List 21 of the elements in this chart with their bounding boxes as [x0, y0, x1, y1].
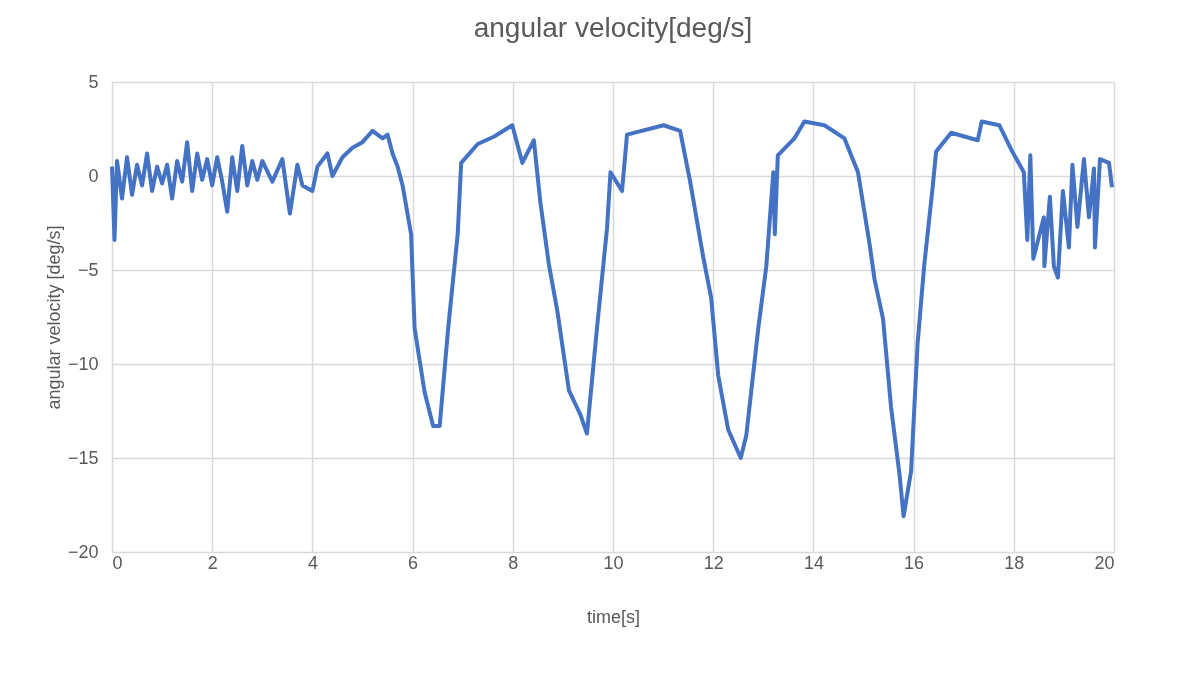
- x-tick-label: 20: [1094, 552, 1115, 573]
- y-tick-label: −10: [67, 353, 99, 374]
- chart-title: angular velocity[deg/s]: [473, 12, 753, 43]
- y-tick-label: 0: [88, 165, 99, 186]
- x-tick-label: 12: [703, 552, 724, 573]
- x-tick-label: 4: [307, 552, 318, 573]
- x-tick-label: 18: [1004, 552, 1025, 573]
- y-axis-title: angular velocity [deg/s]: [43, 225, 64, 410]
- x-tick-label: 14: [803, 552, 824, 573]
- x-tick-label: 16: [904, 552, 925, 573]
- line-series: [110, 119, 1114, 519]
- x-tick-label: 6: [408, 552, 419, 573]
- x-axis-title: time[s]: [586, 606, 641, 627]
- x-tick-label: 10: [603, 552, 624, 573]
- y-tick-label: −20: [67, 541, 99, 562]
- x-tick-label: 8: [508, 552, 519, 573]
- x-tick-label: 2: [207, 552, 218, 573]
- y-tick-label: −15: [67, 447, 99, 468]
- y-tick-label: −5: [77, 259, 99, 280]
- y-tick-label: 5: [88, 71, 99, 92]
- x-tick-label: 0: [112, 552, 123, 573]
